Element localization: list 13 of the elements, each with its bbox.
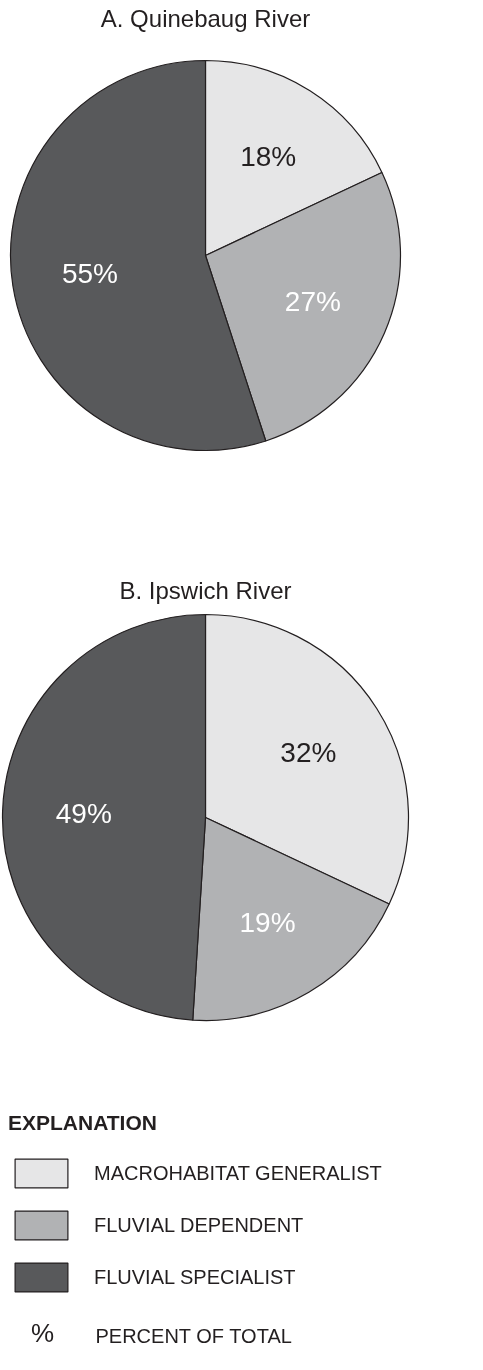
data-label: 19% xyxy=(239,906,296,938)
legend-label: MACROHABITAT GENERALIST xyxy=(94,1161,382,1185)
legend-label: FLUVIAL SPECIALIST xyxy=(94,1265,296,1289)
legend-title: EXPLANATION xyxy=(8,1111,158,1135)
data-label: 55% xyxy=(61,258,118,290)
text: % PERCENT OF TOTAL xyxy=(30,1317,292,1348)
chart-title: A. Quinebaug River xyxy=(100,5,311,32)
data-label: 18% xyxy=(240,141,297,173)
chart-title: B. Ipswich River xyxy=(119,577,292,604)
data-label: 32% xyxy=(280,736,337,768)
data-label: 49% xyxy=(55,798,112,830)
legend-label: FLUVIAL DEPENDENT xyxy=(94,1213,304,1237)
data-label: 27% xyxy=(284,286,341,318)
